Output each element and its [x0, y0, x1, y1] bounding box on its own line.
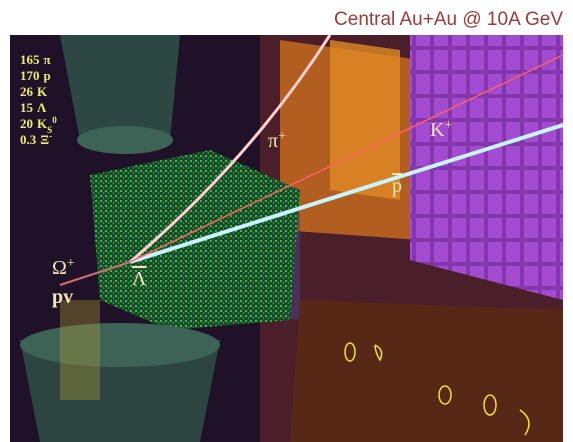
superscript: - [49, 131, 52, 141]
count: 20 [20, 116, 33, 131]
particle: π [268, 130, 278, 152]
count: 165 [20, 52, 40, 67]
count: 26 [20, 84, 34, 99]
particle: Λ [37, 100, 47, 115]
particle: K [430, 119, 445, 141]
multiplicity: 165 π [20, 52, 51, 67]
particle: Ξ [40, 132, 49, 147]
title: Central Au+Au @ 10A GeV [334, 9, 563, 30]
track-label: p [392, 175, 402, 197]
track-label: pv [52, 286, 73, 308]
superscript: + [444, 118, 452, 133]
count: 170 [20, 68, 40, 83]
particle: pv [52, 286, 73, 308]
count: 0.3 [20, 132, 37, 147]
particle: Ω [52, 257, 67, 279]
particle: p [44, 68, 51, 83]
particle: K [37, 84, 48, 99]
scene [10, 35, 563, 442]
multiplicity: 170 p [20, 68, 51, 83]
particle: p [392, 175, 402, 197]
superscript: + [67, 256, 75, 271]
event-display: Central Au+Au @ 10A GeV 165π170p26K15Λ20… [0, 0, 573, 442]
count: 15 [20, 100, 34, 115]
track-label: Λ [132, 268, 147, 290]
particle: π [44, 52, 51, 67]
superscript: 0 [52, 115, 57, 125]
superscript: + [278, 129, 286, 144]
particle: Λ [132, 268, 147, 290]
